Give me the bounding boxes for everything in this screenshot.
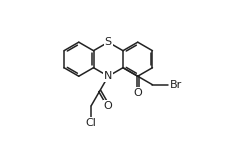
- Text: O: O: [104, 101, 113, 111]
- Text: S: S: [105, 37, 112, 47]
- Text: O: O: [133, 88, 142, 98]
- Text: Cl: Cl: [86, 118, 97, 128]
- Text: Br: Br: [170, 80, 182, 90]
- Text: N: N: [104, 71, 112, 81]
